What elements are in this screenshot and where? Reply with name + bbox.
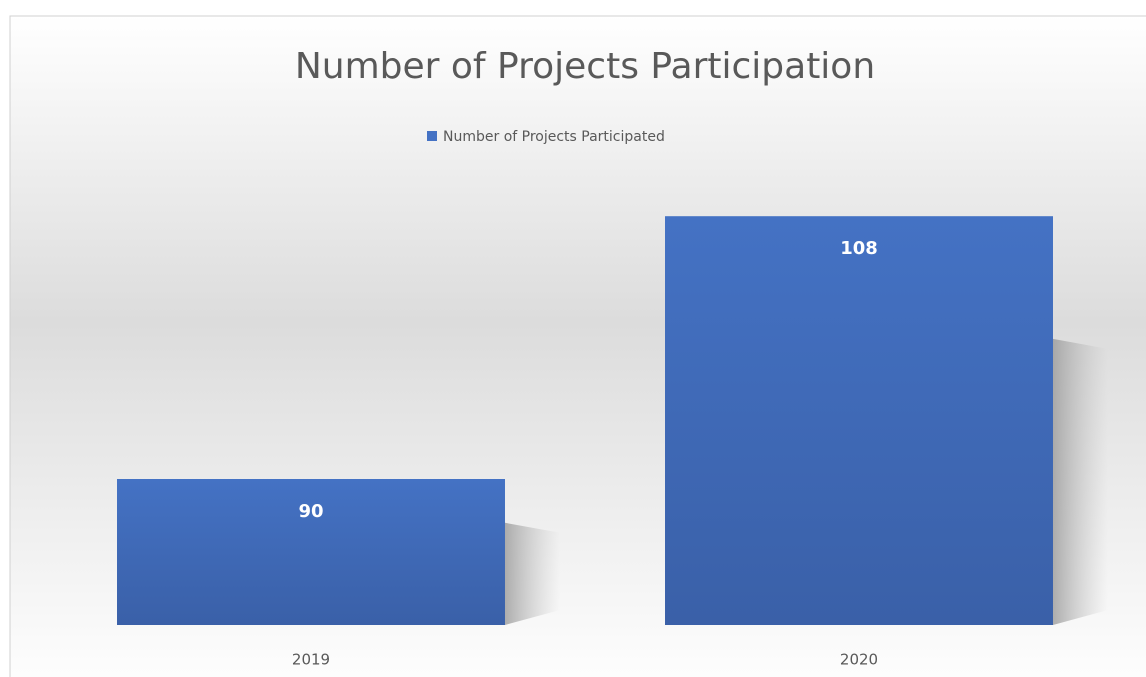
bar-shadow <box>1052 338 1108 625</box>
data-label: 90 <box>298 501 323 522</box>
x-tick-label: 2019 <box>292 651 330 669</box>
chart-title: Number of Projects Participation <box>295 46 875 87</box>
bar <box>665 216 1053 625</box>
data-label: 108 <box>840 238 878 259</box>
legend-swatch <box>427 131 437 141</box>
bar-shadow <box>504 522 560 625</box>
legend-label: Number of Projects Participated <box>443 129 665 145</box>
bar <box>117 479 505 625</box>
x-tick-label: 2020 <box>840 651 878 669</box>
shadows <box>504 338 1108 625</box>
